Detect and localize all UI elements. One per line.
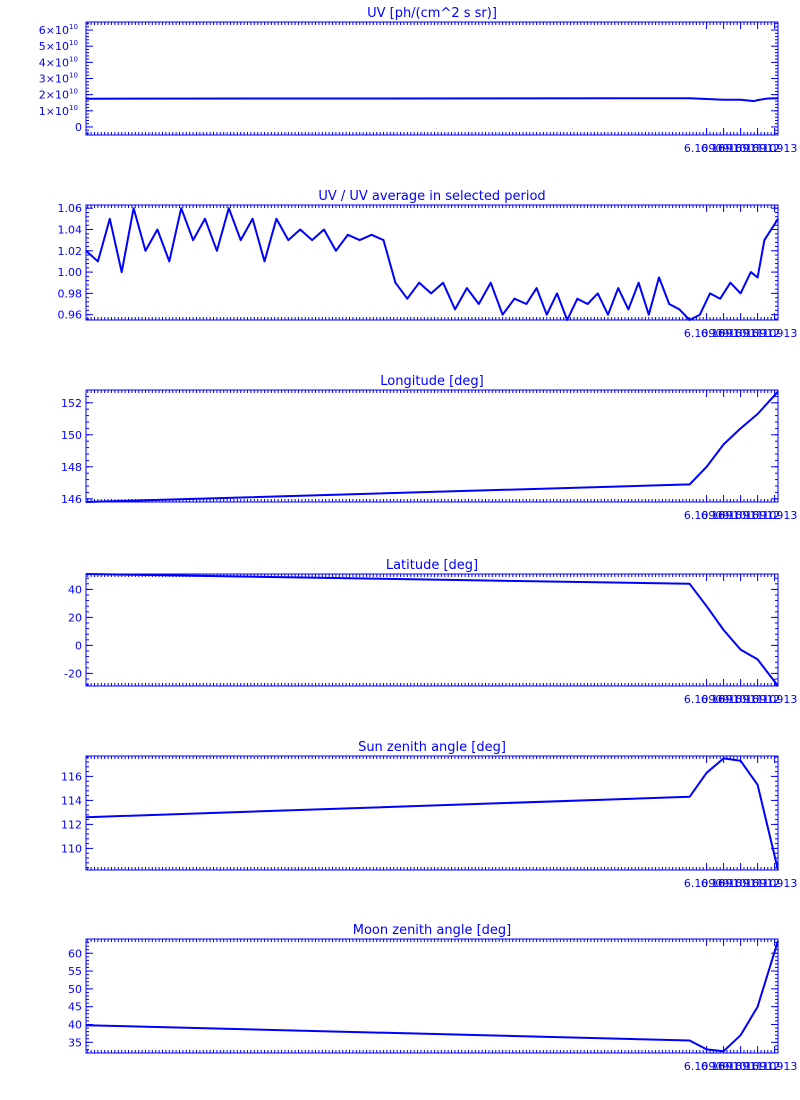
x-tick-label: 6.10913 xyxy=(752,327,798,340)
panel-5: Sun zenith angle [deg]6.109096.109106.10… xyxy=(61,740,797,890)
plot-frame xyxy=(85,204,779,321)
x-tick-label: 6.10913 xyxy=(752,693,798,706)
data-line xyxy=(85,97,779,103)
y-tick-exponent: 10 xyxy=(69,72,78,80)
x-tick-label: 6.10912 xyxy=(735,693,781,706)
panel-title: Sun zenith angle [deg] xyxy=(358,740,506,755)
x-tick-label: 6.10913 xyxy=(752,1060,798,1073)
y-tick-label: 60 xyxy=(68,947,82,960)
y-tick-label: 1.04 xyxy=(58,223,83,236)
plot-frame xyxy=(85,938,779,1054)
y-tick-exponent: 10 xyxy=(69,55,78,63)
y-tick-label: 6×10 xyxy=(39,24,69,37)
y-tick-label: 20 xyxy=(68,611,82,624)
x-tick-label: 6.10911 xyxy=(718,693,764,706)
y-tick-label: 0 xyxy=(75,121,82,134)
y-tick-label: 35 xyxy=(68,1036,82,1049)
y-tick-label: 40 xyxy=(68,583,82,596)
y-tick-label: 116 xyxy=(61,770,82,783)
x-tick-label: 6.10909 xyxy=(684,1060,730,1073)
x-tick-label: 6.10909 xyxy=(684,693,730,706)
x-tick-label: 6.10911 xyxy=(718,509,764,522)
y-tick-label: 4×10 xyxy=(39,56,69,69)
y-tick-exponent: 10 xyxy=(69,104,78,112)
y-tick-label: 112 xyxy=(61,818,82,831)
panel-title: Longitude [deg] xyxy=(380,374,483,389)
x-tick-label: 6.10910 xyxy=(701,327,747,340)
y-tick-label: 1×10 xyxy=(39,105,69,118)
x-tick-label: 6.10910 xyxy=(701,877,747,890)
y-tick-label: 110 xyxy=(61,842,82,855)
y-tick-exponent: 10 xyxy=(69,88,78,96)
x-tick-label: 6.10909 xyxy=(684,142,730,155)
plot-frame xyxy=(85,755,779,871)
y-tick-label: 1.00 xyxy=(58,266,83,279)
x-tick-label: 6.10913 xyxy=(752,877,798,890)
y-tick-label: 1.02 xyxy=(58,245,83,258)
y-tick-label: 1.06 xyxy=(58,202,83,215)
x-tick-label: 6.10911 xyxy=(718,327,764,340)
data-line xyxy=(85,207,779,321)
y-tick-label: -20 xyxy=(64,667,82,680)
plot-frame xyxy=(85,389,779,503)
y-tick-label: 0.98 xyxy=(58,287,83,300)
x-tick-label: 6.10911 xyxy=(718,877,764,890)
y-tick-label: 150 xyxy=(61,429,82,442)
panel-3: Longitude [deg] 6.109096.109106.109116.10… xyxy=(61,374,797,522)
x-tick-label: 6.10910 xyxy=(701,142,747,155)
y-tick-label: 0 xyxy=(75,639,82,652)
x-tick-label: 6.10910 xyxy=(701,1060,747,1073)
x-tick-label: 6.10910 xyxy=(701,509,747,522)
data-line xyxy=(85,757,779,871)
x-tick-label: 6.10912 xyxy=(735,1060,781,1073)
y-tick-label: 5×10 xyxy=(39,40,69,53)
plot-frame xyxy=(85,21,779,136)
x-tick-label: 6.10912 xyxy=(735,509,781,522)
x-tick-label: 6.10912 xyxy=(735,327,781,340)
panel-2: UV / UV average in selected period 6.1090… xyxy=(58,189,798,340)
y-tick-exponent: 10 xyxy=(69,39,78,47)
x-tick-label: 6.10913 xyxy=(752,509,798,522)
panel-title: UV / UV average in selected period xyxy=(318,189,545,204)
y-tick-exponent: 10 xyxy=(69,23,78,31)
panel-4: Latitude [deg] 6.109096.109106.109116.109… xyxy=(64,558,797,706)
panel-title: Latitude [deg] xyxy=(386,558,478,573)
y-tick-label: 40 xyxy=(68,1019,82,1032)
panel-title: UV [ph/(cm^2 s sr)] xyxy=(367,6,497,21)
x-tick-label: 6.10909 xyxy=(684,877,730,890)
x-tick-label: 6.10910 xyxy=(701,693,747,706)
plot-frame xyxy=(85,573,779,687)
x-tick-label: 6.10909 xyxy=(684,327,730,340)
data-line xyxy=(85,573,779,687)
y-tick-label: 146 xyxy=(61,493,82,506)
x-tick-label: 6.10912 xyxy=(735,877,781,890)
y-tick-label: 0.96 xyxy=(58,309,83,322)
y-tick-label: 55 xyxy=(68,965,82,978)
panel-6: Moon zenith angle [deg]6.109096.109106.1… xyxy=(68,923,797,1073)
x-tick-label: 6.10911 xyxy=(718,142,764,155)
y-tick-label: 45 xyxy=(68,1001,82,1014)
y-tick-label: 3×10 xyxy=(39,73,69,86)
x-tick-label: 6.10911 xyxy=(718,1060,764,1073)
y-tick-label: 148 xyxy=(61,461,82,474)
y-tick-label: 50 xyxy=(68,983,82,996)
data-line xyxy=(85,390,779,503)
y-tick-label: 114 xyxy=(61,794,82,807)
y-tick-label: 2×10 xyxy=(39,89,69,102)
panel-title: Moon zenith angle [deg] xyxy=(353,923,511,938)
panel-1: UV [ph/(cm^2 s sr)] 6.109096.109106.10911… xyxy=(39,6,798,155)
data-line xyxy=(85,940,779,1053)
x-tick-label: 6.10909 xyxy=(684,509,730,522)
x-tick-label: 6.10912 xyxy=(735,142,781,155)
y-tick-label: 152 xyxy=(61,397,82,410)
x-tick-label: 6.10913 xyxy=(752,142,798,155)
